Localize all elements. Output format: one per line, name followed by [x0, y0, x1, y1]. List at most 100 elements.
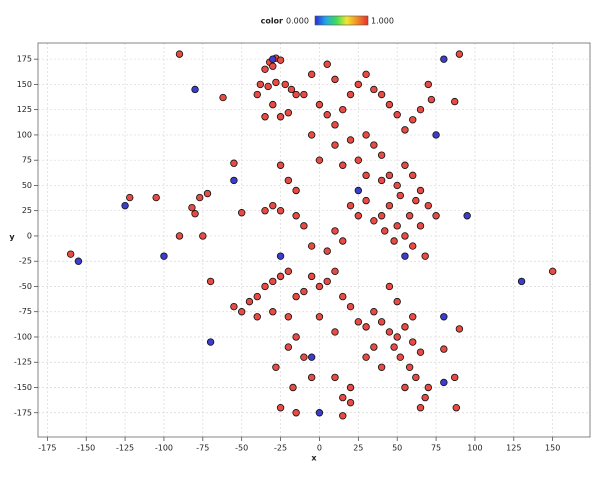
- point: [346, 136, 355, 144]
- point: [160, 252, 168, 260]
- point: [323, 60, 331, 68]
- point: [346, 302, 355, 311]
- point: [401, 232, 409, 240]
- point: [362, 353, 370, 361]
- point: [219, 93, 227, 102]
- y-tick-label: 25: [22, 206, 32, 215]
- point: [276, 404, 285, 412]
- point: [126, 193, 134, 202]
- point: [409, 242, 417, 250]
- point: [362, 171, 370, 180]
- point: [385, 328, 394, 336]
- point: [440, 345, 448, 353]
- point: [377, 363, 386, 371]
- y-tick-label: 150: [17, 80, 32, 89]
- point: [370, 308, 378, 316]
- point: [331, 141, 339, 149]
- x-tick-label: 0: [317, 444, 322, 453]
- point: [432, 131, 440, 139]
- x-tick-label: -100: [155, 444, 173, 453]
- point: [245, 297, 254, 306]
- point: [421, 393, 429, 402]
- point: [323, 111, 331, 119]
- y-tick-label: 125: [17, 105, 32, 114]
- y-tick-label: -100: [14, 332, 32, 341]
- point: [393, 222, 401, 230]
- point: [396, 191, 404, 200]
- point: [300, 90, 308, 99]
- point: [455, 325, 464, 333]
- x-tick-label: 50: [392, 444, 402, 453]
- point: [424, 383, 432, 392]
- point: [440, 313, 448, 321]
- point: [354, 156, 363, 164]
- point: [284, 109, 293, 117]
- point: [362, 196, 370, 205]
- point: [315, 156, 324, 164]
- x-tick-label: 75: [431, 444, 441, 453]
- point: [323, 277, 331, 286]
- point: [276, 252, 285, 260]
- y-tick-label: 75: [22, 156, 32, 165]
- point: [261, 207, 269, 215]
- point: [362, 323, 370, 331]
- x-tick-label: -50: [235, 444, 248, 453]
- point: [416, 186, 425, 195]
- point: [452, 404, 460, 412]
- y-tick-label: -150: [14, 383, 32, 392]
- point: [276, 207, 285, 215]
- point: [256, 80, 265, 89]
- point: [206, 338, 215, 346]
- point: [261, 65, 269, 73]
- point: [339, 161, 347, 169]
- point: [315, 313, 324, 321]
- y-tick-label: -175: [14, 408, 32, 417]
- point: [331, 121, 339, 129]
- point: [346, 90, 355, 99]
- point: [424, 80, 432, 89]
- plot-frame: [37, 42, 591, 438]
- point: [370, 141, 378, 149]
- point: [339, 237, 347, 245]
- point: [385, 201, 394, 210]
- y-tick-label: 100: [17, 130, 32, 139]
- point: [331, 75, 339, 84]
- point: [393, 333, 401, 341]
- point: [269, 277, 277, 286]
- point: [416, 404, 425, 412]
- point: [517, 277, 526, 286]
- x-tick-label: 150: [545, 444, 560, 453]
- point: [188, 203, 196, 212]
- point: [377, 212, 386, 220]
- colorbar-label: color: [261, 17, 283, 26]
- point: [300, 353, 308, 361]
- point: [261, 282, 269, 291]
- x-tick-label: -175: [38, 444, 56, 453]
- point: [253, 292, 261, 301]
- point: [292, 409, 300, 417]
- point: [307, 70, 316, 79]
- point: [416, 348, 425, 356]
- point: [354, 80, 363, 89]
- point: [409, 338, 417, 346]
- point: [284, 343, 293, 351]
- point: [424, 201, 432, 210]
- point: [401, 323, 409, 331]
- point: [307, 373, 316, 382]
- x-tick-label: -75: [196, 444, 209, 453]
- point: [292, 90, 300, 99]
- point: [230, 159, 238, 167]
- point: [409, 313, 417, 321]
- x-tick-label: -25: [274, 444, 287, 453]
- point: [370, 217, 378, 225]
- x-tick-label: -125: [116, 444, 134, 453]
- point: [409, 171, 417, 180]
- point: [354, 212, 363, 220]
- point: [292, 186, 300, 195]
- point: [300, 287, 308, 296]
- point: [237, 308, 246, 316]
- point: [175, 232, 184, 240]
- point: [385, 171, 394, 180]
- point: [346, 201, 355, 210]
